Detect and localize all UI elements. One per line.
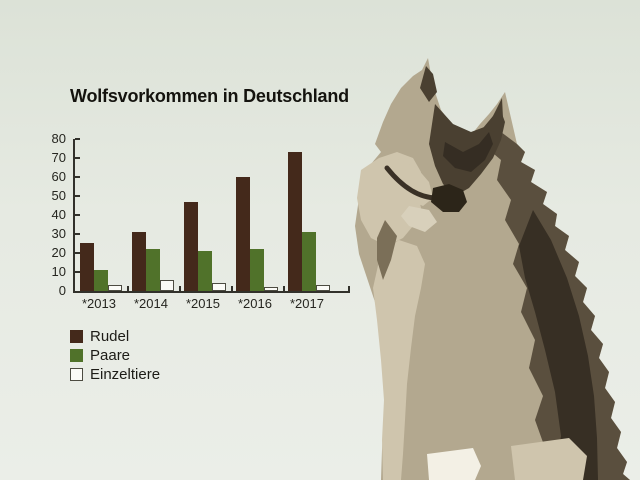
- x-axis-tick-label: *2015: [186, 296, 220, 311]
- bar-einzeltiere-2013: [108, 285, 122, 291]
- y-axis-tick: [75, 252, 80, 254]
- x-axis-tick: [179, 286, 181, 291]
- legend-item-paare: Paare: [70, 346, 160, 365]
- bar-paare-2014: [146, 249, 160, 291]
- y-axis-tick-label: 80: [51, 131, 66, 146]
- einzeltiere-swatch-icon: [70, 368, 83, 381]
- x-axis-tick: [231, 286, 233, 291]
- x-axis-tick: [127, 286, 129, 291]
- y-axis-tick: [75, 271, 80, 273]
- y-axis-tick-label: 10: [51, 264, 66, 279]
- y-axis-tick: [75, 195, 80, 197]
- bar-einzeltiere-2017: [316, 285, 330, 291]
- legend-item-rudel: Rudel: [70, 327, 160, 346]
- y-axis-tick-label: 20: [51, 245, 66, 260]
- paare-swatch-icon: [70, 349, 83, 362]
- y-axis-tick-label: 30: [51, 226, 66, 241]
- bar-rudel-2013: [80, 243, 94, 291]
- rudel-swatch-icon: [70, 330, 83, 343]
- bar-paare-2013: [94, 270, 108, 291]
- x-axis-tick-label: *2013: [82, 296, 116, 311]
- y-axis-tick: [75, 138, 80, 140]
- bar-rudel-2014: [132, 232, 146, 291]
- y-axis-tick: [75, 176, 80, 178]
- bar-rudel-2015: [184, 202, 198, 291]
- legend-label: Einzeltiere: [90, 366, 161, 383]
- y-axis-tick: [75, 214, 80, 216]
- y-axis-tick-label: 60: [51, 169, 66, 184]
- x-axis-tick-label: *2017: [290, 296, 324, 311]
- y-axis-tick: [75, 233, 80, 235]
- x-axis-tick: [348, 286, 350, 291]
- y-axis-tick-label: 0: [58, 283, 66, 298]
- x-axis-tick-label: *2016: [238, 296, 272, 311]
- y-axis-tick-label: 70: [51, 150, 66, 165]
- bar-rudel-2017: [288, 152, 302, 291]
- x-axis-labels: *2013 *2014 *2015 *2016 *2017: [73, 296, 350, 314]
- bar-einzeltiere-2015: [212, 283, 226, 291]
- bar-paare-2016: [250, 249, 264, 291]
- x-axis-tick-label: *2014: [134, 296, 168, 311]
- legend-label: Rudel: [90, 328, 130, 345]
- chart-legend: Rudel Paare Einzeltiere: [70, 327, 160, 384]
- bar-einzeltiere-2014: [160, 280, 174, 291]
- y-axis-labels: 0 10 20 30 40 50 60 70 80: [26, 131, 66, 298]
- y-axis-tick-label: 40: [51, 207, 66, 222]
- chart-title: Wolfsvorkommen in Deutschland: [70, 86, 349, 106]
- legend-item-einzeltiere: Einzeltiere: [70, 365, 160, 384]
- y-axis-tick: [75, 157, 80, 159]
- wolf-illustration: [355, 58, 633, 480]
- bar-paare-2017: [302, 232, 316, 291]
- bar-paare-2015: [198, 251, 212, 291]
- bar-chart-plot-area: [73, 138, 350, 293]
- bar-rudel-2016: [236, 177, 250, 291]
- x-axis-tick: [283, 286, 285, 291]
- legend-label: Paare: [90, 347, 131, 364]
- bar-einzeltiere-2016: [264, 287, 278, 291]
- y-axis-tick-label: 50: [51, 188, 66, 203]
